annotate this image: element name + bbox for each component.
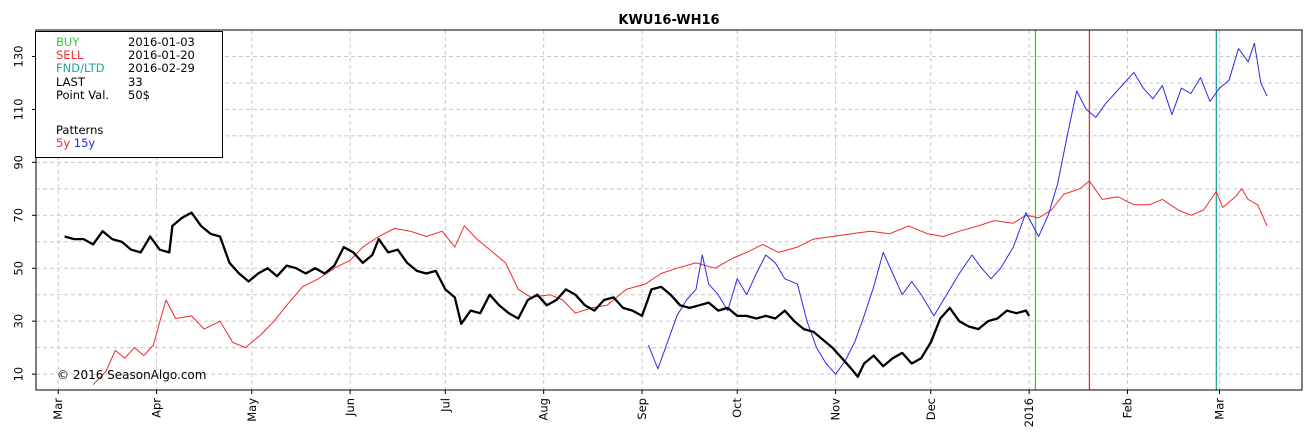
y-tick-label: 50 (12, 261, 26, 276)
x-tick-label: Mar (1213, 398, 1227, 420)
legend-value: 50$ (128, 87, 150, 102)
legend-value: 33 (128, 74, 143, 89)
series-layer (64, 42, 1268, 386)
x-tick-label: Oct (730, 398, 744, 418)
legend-key: Point Val. (56, 87, 110, 102)
y-tick-label: 70 (12, 208, 26, 223)
x-tick-label: Aug (537, 398, 551, 420)
y-tick-label: 10 (12, 367, 26, 382)
legend-key: SELL (56, 48, 84, 63)
pattern-15y-label: 15y (73, 136, 96, 150)
x-tick-label: 2016 (1022, 398, 1036, 427)
patterns-label: Patterns (56, 123, 104, 137)
x-tick-label: Apr (150, 398, 164, 418)
x-tick-label: Jun (343, 398, 357, 417)
x-tick-label: Feb (1120, 398, 1134, 418)
series-last-line (64, 211, 1031, 378)
legend-key: LAST (56, 74, 85, 89)
legend-box: BUY 2016-01-03 SELL 2016-01-20 FND/LTD 2016-0… (35, 31, 223, 158)
chart-title: KWU16-WH16 (618, 13, 719, 28)
legend-key: FND/LTD (56, 61, 105, 76)
grid-layer (36, 30, 1302, 390)
x-tick-label: Dec (924, 398, 938, 420)
x-tick-label: May (245, 398, 259, 422)
y-tick-label: 90 (12, 155, 26, 170)
copyright-text: © 2016 SeasonAlgo.com (57, 368, 207, 382)
signal-lines (1034, 30, 1217, 390)
x-tick-label: Jul (438, 398, 452, 413)
axis-layer: 10 30 50 70 90 110 130 Mar Apr May Jun Jul Aug Sep Oct… (12, 45, 1227, 427)
x-tick-label: Nov (829, 398, 843, 421)
x-tick-label: Mar (51, 398, 65, 420)
pattern-5y-label: 5y (56, 136, 71, 150)
series-5y-line (92, 180, 1268, 386)
y-tick-label: 110 (12, 98, 26, 120)
x-tick-label: Sep (635, 398, 649, 420)
plot-frame (35, 29, 1303, 391)
y-tick-label: 30 (12, 314, 26, 329)
y-tick-label: 130 (12, 45, 26, 67)
legend-value: 2016-01-03 (128, 35, 195, 49)
legend-value: 2016-02-29 (128, 61, 195, 76)
series-15y-line (647, 42, 1268, 375)
legend-value: 2016-01-20 (128, 48, 195, 63)
patterns-title: Patterns (56, 123, 104, 137)
legend-key: BUY (56, 35, 80, 49)
patterns-keys: 5y 15y (56, 136, 96, 150)
